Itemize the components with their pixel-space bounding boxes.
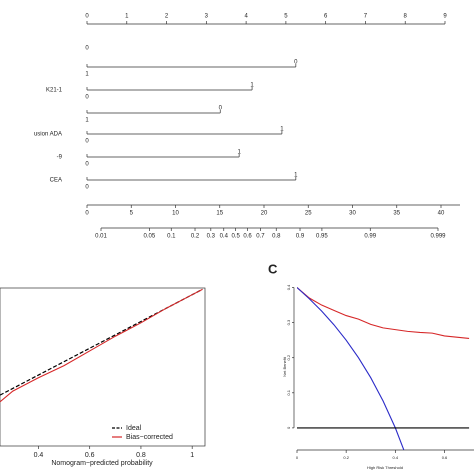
scale-label: 1	[85, 72, 89, 78]
tick-label: 0.2	[191, 234, 200, 240]
tick-label: 5	[284, 14, 288, 20]
scale-label: 0	[85, 95, 89, 101]
x-tick-label: 0.2	[343, 455, 349, 460]
tick-label: 15	[216, 211, 223, 217]
tick-label: 3	[205, 14, 209, 20]
series-line	[297, 287, 405, 450]
x-tick-label: 0.4	[393, 455, 399, 460]
tick-label: 40	[438, 211, 445, 217]
scale-label: 1	[237, 150, 241, 156]
y-axis-label: Net Benefit	[282, 356, 287, 377]
tick-label: 0.999	[430, 234, 446, 240]
variable-label: usion ADA	[34, 132, 62, 138]
x-tick-label: 0.6	[85, 452, 95, 459]
legend-label: Bias−corrected	[126, 434, 173, 441]
tick-label: 0.7	[256, 234, 265, 240]
scale-label: 1	[280, 127, 284, 133]
tick-label: 0	[85, 211, 89, 217]
x-axis-label: Nomogram−predicted probability	[51, 460, 153, 467]
x-tick-label: 0.8	[136, 452, 146, 459]
x-tick-label: 0	[296, 455, 299, 460]
tick-label: 6	[324, 14, 328, 20]
tick-label: 30	[349, 211, 356, 217]
tick-label: 0.8	[272, 234, 281, 240]
variable-label: -9	[57, 155, 63, 161]
tick-label: 0.6	[243, 234, 252, 240]
tick-label: 0.5	[231, 234, 240, 240]
series-line	[0, 288, 203, 403]
scale-label: 1	[250, 83, 254, 89]
series-line	[297, 287, 470, 339]
plot-area	[0, 288, 203, 403]
tick-label: 5	[130, 211, 134, 217]
x-tick-label: 0.6	[442, 455, 448, 460]
tick-label: 7	[364, 14, 368, 20]
tick-label: 4	[244, 14, 248, 20]
scale-label: 0	[85, 139, 89, 145]
tick-label: 0.4	[220, 234, 229, 240]
x-tick-label: 1	[190, 452, 194, 459]
scale-label: 1	[85, 118, 89, 124]
tick-label: 0.1	[167, 234, 176, 240]
scale-label: 0	[85, 185, 89, 191]
calibration-frame	[0, 287, 206, 447]
tick-label: 0.05	[144, 234, 156, 240]
series-line	[0, 288, 203, 396]
tick-label: 1	[125, 14, 129, 20]
x-tick-label: 0.4	[34, 452, 44, 459]
tick-label: 20	[261, 211, 268, 217]
legend-label: Ideal	[126, 425, 142, 432]
tick-label: 2	[165, 14, 169, 20]
tick-label: 0	[85, 14, 89, 20]
tick-label: 0.95	[316, 234, 328, 240]
tick-label: 35	[393, 211, 400, 217]
scale-label: 0	[85, 46, 89, 52]
tick-label: 8	[404, 14, 408, 20]
tick-label: 0.3	[207, 234, 216, 240]
scale-label: 0	[85, 162, 89, 168]
scale-label: 0	[219, 106, 223, 112]
tick-label: 10	[172, 211, 179, 217]
tick-label: 0.99	[364, 234, 376, 240]
scale-label: 0	[294, 60, 298, 66]
variable-label: K21-1	[46, 88, 63, 94]
tick-label: 25	[305, 211, 312, 217]
variable-label: CEA	[50, 178, 62, 184]
plot-area	[297, 287, 470, 450]
tick-label: 0.01	[95, 234, 107, 240]
y-tick-label: 0	[286, 426, 291, 429]
y-tick-label: 0.2	[286, 354, 291, 360]
tick-label: 9	[443, 14, 447, 20]
y-tick-label: 0.4	[286, 284, 291, 290]
x-axis-label: High Risk Threshold	[367, 465, 403, 470]
panel-label: C	[268, 261, 278, 276]
tick-label: 0.9	[296, 234, 305, 240]
scale-label: 1	[294, 173, 298, 179]
y-tick-label: 0.3	[286, 319, 291, 325]
y-tick-label: 0.1	[286, 389, 291, 395]
